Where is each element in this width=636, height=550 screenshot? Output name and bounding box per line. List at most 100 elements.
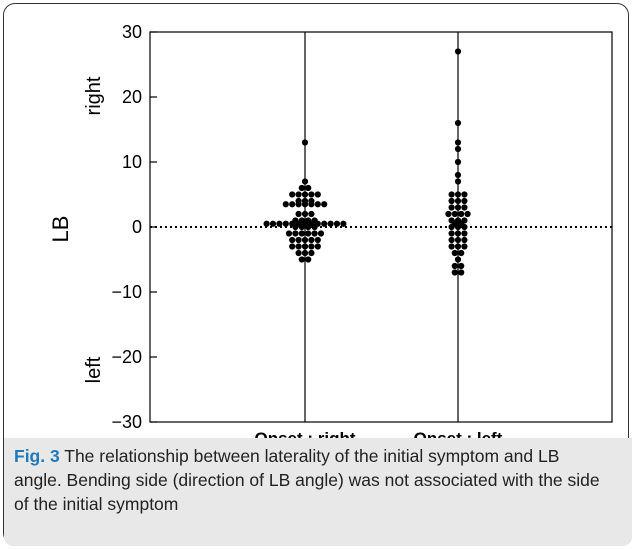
data-point	[461, 197, 468, 205]
data-point	[458, 220, 465, 227]
data-point	[308, 243, 315, 250]
data-point	[308, 191, 315, 198]
data-point	[269, 220, 277, 227]
y-tick-label: 30	[122, 22, 142, 42]
data-point	[317, 230, 325, 237]
data-point	[276, 220, 283, 227]
figure-caption: Fig. 3 The relationship between laterali…	[14, 444, 610, 516]
data-point	[301, 243, 309, 250]
x-axis-labels: Onset : right Onset : left	[254, 429, 502, 440]
data-point	[295, 249, 302, 257]
scatter-chart: 30 20 10 0 −10 −20 −30 LB right left Onset : r…	[48, 22, 613, 440]
data-point	[289, 191, 296, 198]
data-point	[285, 230, 293, 237]
data-point	[295, 191, 302, 198]
data-point	[301, 210, 309, 218]
data-point	[289, 220, 296, 227]
data-point	[454, 230, 462, 237]
data-point	[448, 243, 455, 250]
data-point	[454, 158, 462, 166]
data-point	[263, 220, 270, 227]
data-point	[451, 249, 458, 257]
data-point	[301, 249, 309, 257]
data-point	[301, 178, 309, 185]
y-tick-label: 0	[132, 217, 142, 237]
data-point	[451, 220, 458, 227]
data-point	[461, 204, 468, 211]
data-point	[308, 220, 315, 227]
data-point	[448, 236, 455, 244]
caption-background	[4, 438, 632, 546]
y-tick-label: −10	[111, 282, 142, 302]
data-point	[289, 243, 296, 250]
y-axis-label: LB	[48, 216, 73, 243]
data-point	[282, 220, 289, 227]
data-point	[295, 243, 302, 250]
data-point	[282, 201, 289, 208]
data-point	[301, 139, 309, 146]
data-point	[298, 230, 305, 237]
side-label-bottom: left	[83, 356, 105, 383]
data-point	[295, 220, 302, 227]
data-point	[314, 236, 321, 244]
data-point	[464, 210, 471, 218]
y-tick-label: −30	[111, 412, 142, 432]
data-point	[289, 201, 296, 208]
data-point	[305, 256, 312, 263]
data-point	[308, 210, 315, 218]
side-label-top: right	[83, 76, 105, 115]
data-point	[308, 249, 315, 257]
data-point	[298, 184, 305, 192]
data-point	[292, 230, 299, 237]
data-point	[314, 191, 321, 198]
data-point	[458, 262, 465, 270]
data-point	[321, 201, 328, 208]
data-point	[314, 243, 321, 250]
y-tick-label: 10	[122, 152, 142, 172]
x-category-label: Onset : left	[414, 429, 503, 440]
data-point	[289, 236, 296, 244]
data-point	[298, 256, 305, 263]
data-point	[454, 256, 462, 263]
data-point	[308, 201, 315, 208]
caption-text: The relationship between laterality of t…	[14, 446, 600, 514]
data-point	[454, 236, 462, 244]
data-point	[448, 197, 455, 205]
data-point	[454, 171, 462, 179]
figure-label: Fig. 3	[14, 446, 60, 466]
data-point	[454, 139, 462, 146]
data-point	[445, 210, 452, 218]
data-point	[448, 191, 455, 198]
data-point	[295, 210, 302, 218]
data-point	[451, 269, 458, 276]
data-point	[327, 220, 334, 227]
data-point	[305, 184, 312, 192]
data-point	[448, 230, 455, 237]
data-point	[458, 210, 465, 218]
x-category-label: Onset : right	[254, 429, 355, 440]
data-point	[454, 178, 462, 185]
data-point	[458, 249, 465, 257]
data-point	[305, 230, 312, 237]
data-point	[454, 197, 462, 205]
data-point	[454, 145, 462, 153]
data-point	[301, 236, 309, 244]
data-point	[454, 119, 462, 127]
data-point	[295, 201, 302, 208]
data-points	[263, 48, 471, 276]
data-point	[451, 262, 458, 270]
data-point	[461, 236, 468, 244]
data-point	[308, 236, 315, 244]
data-point	[321, 220, 328, 227]
y-tick-label: 20	[122, 87, 142, 107]
data-point	[461, 230, 468, 237]
data-point	[311, 230, 318, 237]
data-point	[333, 220, 341, 227]
data-point	[461, 191, 468, 198]
data-point	[454, 204, 462, 211]
data-point	[314, 201, 321, 208]
data-point	[454, 48, 462, 55]
data-point	[454, 243, 462, 250]
data-point	[340, 220, 347, 227]
data-point	[301, 191, 309, 198]
